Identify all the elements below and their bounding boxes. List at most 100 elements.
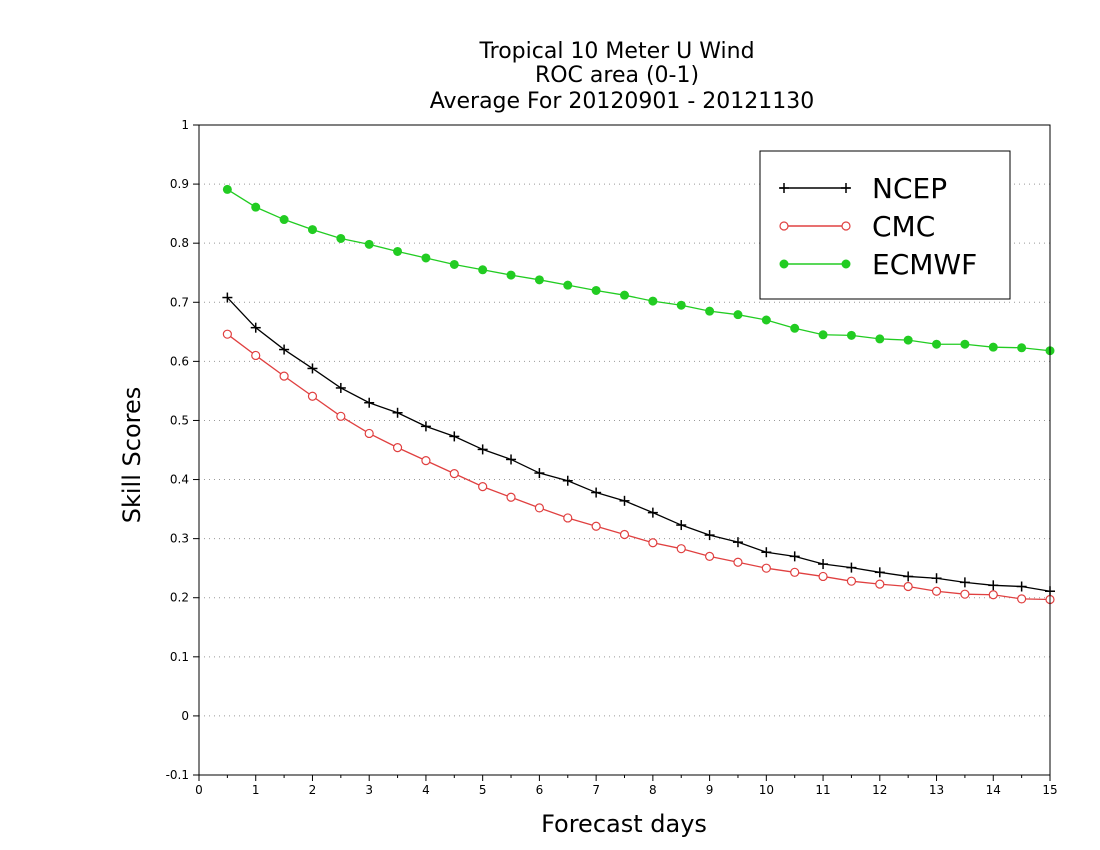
x-tick-label: 10 — [759, 783, 774, 797]
x-tick-label: 6 — [536, 783, 544, 797]
data-point — [336, 411, 346, 421]
data-point — [307, 363, 318, 374]
data-point — [676, 544, 686, 554]
data-point — [875, 334, 885, 344]
data-point — [307, 225, 317, 235]
data-point — [676, 300, 686, 310]
x-axis-label: Forecast days — [541, 810, 707, 838]
data-point — [335, 382, 346, 393]
legend: NCEP CMC ECMWF — [759, 150, 1011, 300]
x-tick-label: 11 — [815, 783, 830, 797]
data-point — [960, 589, 970, 599]
data-point — [222, 329, 232, 339]
legend-label: CMC — [872, 210, 935, 243]
data-point — [619, 495, 630, 506]
data-point — [874, 567, 885, 578]
y-tick-label: 0.3 — [170, 532, 189, 546]
y-tick-label: 0.6 — [170, 354, 189, 368]
data-point — [421, 456, 431, 466]
y-tick-label: 0.5 — [170, 413, 189, 427]
data-point — [818, 330, 828, 340]
data-point — [393, 246, 403, 256]
data-point — [279, 371, 289, 381]
data-point — [222, 184, 232, 194]
x-tick-label: 0 — [195, 783, 203, 797]
x-tick-label: 7 — [592, 783, 600, 797]
x-tick-label: 1 — [252, 783, 260, 797]
data-point — [903, 571, 914, 582]
data-point — [279, 344, 290, 355]
data-point — [449, 469, 459, 479]
data-point — [733, 310, 743, 320]
data-point — [841, 259, 851, 269]
data-point — [790, 567, 800, 577]
data-point — [841, 221, 851, 231]
data-point — [761, 315, 771, 325]
data-point — [818, 571, 828, 582]
data-point — [506, 454, 517, 465]
data-point — [392, 443, 403, 453]
series — [222, 184, 1055, 605]
legend-item-cmc: CMC — [779, 210, 935, 243]
legend-item-ncep: NCEP — [779, 172, 947, 205]
data-point — [506, 270, 516, 280]
data-point — [779, 259, 789, 269]
data-point — [931, 586, 942, 596]
data-point — [779, 221, 789, 231]
y-tick-label: 0.1 — [170, 650, 189, 664]
x-tick-label: 4 — [422, 783, 430, 797]
series-cmc — [222, 329, 1055, 605]
series-ncep — [222, 292, 1055, 597]
data-point — [988, 342, 998, 352]
data-point — [790, 323, 800, 333]
data-point — [478, 265, 488, 275]
x-axis-ticks: 0 1 2 3 4 5 6 7 8 9 10 11 12 13 14 15 — [195, 775, 1058, 797]
data-point — [250, 322, 261, 333]
data-point — [846, 576, 857, 586]
data-point — [647, 507, 658, 518]
data-point — [1017, 594, 1027, 604]
y-tick-label: 0 — [181, 709, 189, 723]
y-tick-label: 0.4 — [170, 473, 189, 487]
data-point — [364, 239, 374, 249]
data-point — [704, 530, 715, 541]
data-point — [534, 468, 545, 479]
data-point — [988, 590, 998, 600]
data-point — [733, 557, 743, 567]
data-point — [761, 547, 772, 558]
data-point — [648, 296, 658, 306]
legend-box — [759, 150, 1011, 300]
series-ecmwf — [222, 184, 1055, 356]
data-point — [932, 339, 942, 349]
data-point — [779, 183, 789, 193]
legend-label: ECMWF — [872, 248, 977, 281]
data-point — [534, 503, 545, 513]
data-point — [931, 573, 942, 584]
y-tick-label: 0.2 — [170, 591, 189, 605]
data-point — [591, 285, 601, 295]
data-point — [619, 529, 630, 540]
title-line-1: Tropical 10 Meter U Wind — [478, 39, 754, 64]
y-tick-label: 0.7 — [170, 295, 189, 309]
x-tick-label: 5 — [479, 783, 487, 797]
data-point — [959, 577, 970, 588]
legend-item-ecmwf: ECMWF — [779, 248, 977, 281]
x-tick-label: 15 — [1042, 783, 1057, 797]
data-point — [648, 538, 658, 548]
series-line-cmc — [226, 333, 1051, 601]
data-point — [364, 397, 375, 408]
y-tick-label: 0.9 — [170, 177, 189, 191]
title-line-2: ROC area (0-1) — [535, 63, 699, 88]
data-point — [818, 559, 829, 570]
data-point — [841, 183, 851, 193]
y-axis-ticks: -0.1 0 0.1 0.2 0.3 0.4 0.5 0.6 0.7 0.8 0.9 1 — [166, 118, 199, 782]
data-point — [534, 275, 544, 285]
y-tick-label: 1 — [181, 118, 189, 132]
data-point — [1017, 343, 1027, 353]
series-line-ecmwf — [227, 188, 1051, 352]
data-point — [420, 421, 431, 432]
x-tick-label: 13 — [929, 783, 944, 797]
data-point — [846, 330, 856, 340]
data-point — [732, 537, 743, 548]
